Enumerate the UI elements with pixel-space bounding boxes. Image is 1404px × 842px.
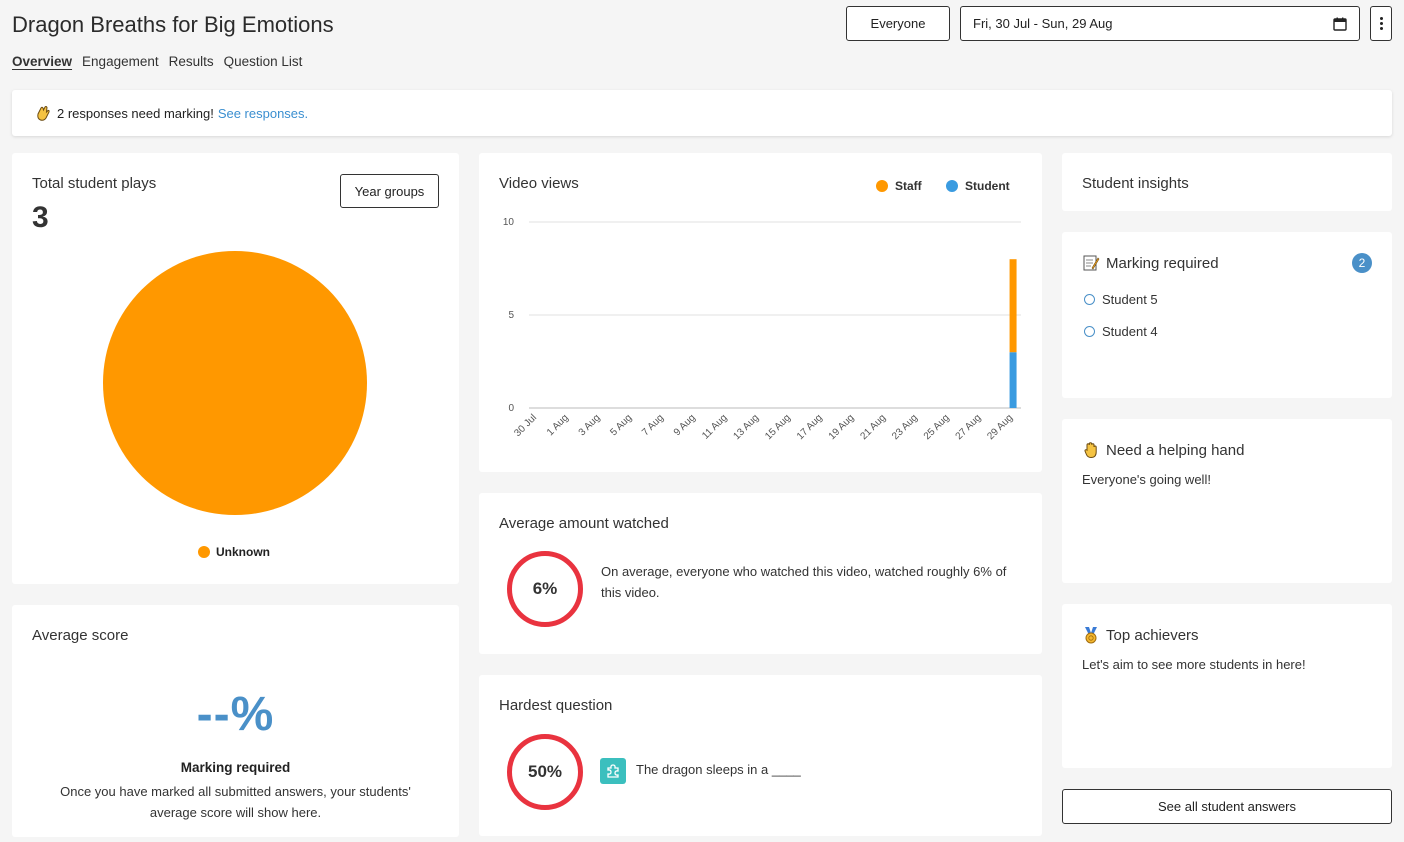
legend-label-staff: Staff — [895, 179, 923, 193]
x-tick-label: 15 Aug — [763, 412, 793, 442]
page-title: Dragon Breaths for Big Emotions — [12, 12, 334, 37]
top-achievers-desc: Let's aim to see more students in here! — [1082, 657, 1306, 672]
average-watched-desc: On average, everyone who watched this vi… — [601, 564, 1007, 600]
memo-icon — [1083, 255, 1100, 271]
bar-staff — [1009, 259, 1017, 353]
audience-button[interactable]: Everyone — [846, 6, 950, 41]
student-insights-header: Student insights — [1062, 153, 1392, 211]
student-name: Student 4 — [1102, 324, 1158, 339]
date-range-text: Fri, 30 Jul - Sun, 29 Aug — [973, 16, 1113, 31]
x-tick-label: 30 Jul — [512, 412, 539, 439]
student-status-icon — [1084, 294, 1095, 305]
x-tick-label: 7 Aug — [640, 412, 666, 438]
more-options-button[interactable] — [1370, 6, 1392, 41]
helping-hand-heading: Need a helping hand — [1082, 441, 1244, 459]
legend-label-student: Student — [965, 179, 1010, 193]
bar-student — [1009, 352, 1017, 408]
student-insights-title: Student insights — [1082, 175, 1189, 192]
average-watched-ring: 6% — [507, 551, 583, 627]
average-watched-card: Average amount watched 6% On average, ev… — [479, 493, 1042, 654]
top-achievers-label: Top achievers — [1106, 626, 1199, 644]
hardest-question-ring: 50% — [507, 734, 583, 810]
average-score-status-desc: Once you have marked all submitted answe… — [60, 784, 411, 820]
average-score-card: Average score --% Marking required Once … — [12, 605, 459, 837]
x-tick-label: 21 Aug — [858, 412, 888, 442]
x-tick-label: 25 Aug — [922, 412, 952, 442]
y-tick-label: 5 — [508, 310, 514, 321]
x-tick-label: 29 Aug — [985, 412, 1015, 442]
total-plays-card: Total student plays 3 Year groups Unknow… — [12, 153, 459, 584]
legend-dot-staff — [876, 180, 888, 192]
legend-dot-unknown — [198, 546, 210, 558]
puzzle-icon — [600, 758, 626, 784]
waving-hand-icon — [37, 106, 50, 121]
tab-question-list[interactable]: Question List — [223, 54, 303, 69]
video-views-card: Video views 0 5 10 30 Jul 1 Aug 3 Aug 5 Aug 7 A… — [479, 153, 1042, 472]
banner-text: 2 responses need marking! — [57, 105, 214, 121]
plays-pie-chart — [103, 251, 367, 515]
see-all-student-answers-button[interactable]: See all student answers — [1062, 789, 1392, 824]
top-achievers-card: Top achievers Let's aim to see more stud… — [1062, 604, 1392, 768]
student-item[interactable]: Student 4 — [1084, 324, 1158, 339]
tab-engagement[interactable]: Engagement — [82, 54, 159, 69]
calendar-icon — [1333, 17, 1347, 31]
y-tick-label: 0 — [508, 403, 514, 414]
tab-bar: Overview Engagement Results Question Lis… — [12, 54, 302, 69]
date-range-picker[interactable]: Fri, 30 Jul - Sun, 29 Aug — [960, 6, 1360, 41]
average-watched-title: Average amount watched — [499, 515, 669, 532]
y-tick-label: 10 — [503, 217, 515, 228]
top-achievers-heading: Top achievers — [1082, 626, 1199, 644]
marking-required-label: Marking required — [1106, 254, 1219, 272]
x-tick-label: 17 Aug — [795, 412, 825, 442]
total-plays-title: Total student plays — [32, 175, 157, 192]
helping-hand-desc: Everyone's going well! — [1082, 472, 1211, 487]
x-tick-label: 5 Aug — [608, 412, 634, 438]
raised-hand-icon — [1084, 442, 1097, 459]
video-views-chart: 0 5 10 30 Jul 1 Aug 3 Aug 5 Aug 7 Aug 9 Aug 11 Au… — [503, 179, 1021, 442]
tab-overview[interactable]: Overview — [12, 54, 73, 69]
more-dot-icon — [1379, 17, 1383, 20]
x-tick-label: 19 Aug — [827, 412, 857, 442]
more-dot-icon — [1379, 27, 1383, 30]
marking-count-badge: 2 — [1352, 253, 1372, 273]
video-views-title: Video views — [499, 175, 579, 192]
x-tick-label: 3 Aug — [577, 412, 603, 438]
see-responses-link[interactable]: See responses. — [217, 105, 309, 121]
marking-required-heading: Marking required — [1082, 254, 1219, 272]
x-tick-label: 11 Aug — [700, 412, 729, 441]
pie-legend: Unknown — [198, 545, 270, 559]
year-groups-button[interactable]: Year groups — [340, 174, 439, 208]
x-tick-label: 9 Aug — [672, 412, 698, 438]
hardest-question-text: The dragon sleeps in a ____ — [636, 762, 801, 777]
tab-results[interactable]: Results — [168, 54, 214, 69]
legend-label-unknown: Unknown — [216, 545, 270, 559]
student-name: Student 5 — [1102, 292, 1158, 307]
x-tick-label: 23 Aug — [890, 412, 920, 442]
marking-banner: 2 responses need marking! See responses. — [12, 90, 1392, 136]
legend-dot-student — [946, 180, 958, 192]
hardest-question-card: Hardest question 50% The dragon sleeps i… — [479, 675, 1042, 836]
student-status-icon — [1084, 326, 1095, 337]
medal-icon — [1085, 627, 1097, 644]
x-tick-label: 27 Aug — [954, 412, 984, 442]
x-tick-label: 13 Aug — [731, 412, 761, 442]
average-score-value: --% — [196, 688, 275, 741]
total-plays-count: 3 — [32, 201, 49, 234]
x-tick-label: 1 Aug — [545, 412, 571, 438]
helping-hand-label: Need a helping hand — [1106, 441, 1245, 459]
hardest-question-title: Hardest question — [499, 697, 613, 714]
more-dot-icon — [1379, 22, 1383, 25]
average-score-status-title: Marking required — [180, 760, 291, 775]
helping-hand-card: Need a helping hand Everyone's going wel… — [1062, 419, 1392, 583]
average-score-title: Average score — [32, 627, 129, 644]
marking-required-card: Marking required 2 Student 5 Student 4 — [1062, 232, 1392, 398]
student-item[interactable]: Student 5 — [1084, 292, 1158, 307]
